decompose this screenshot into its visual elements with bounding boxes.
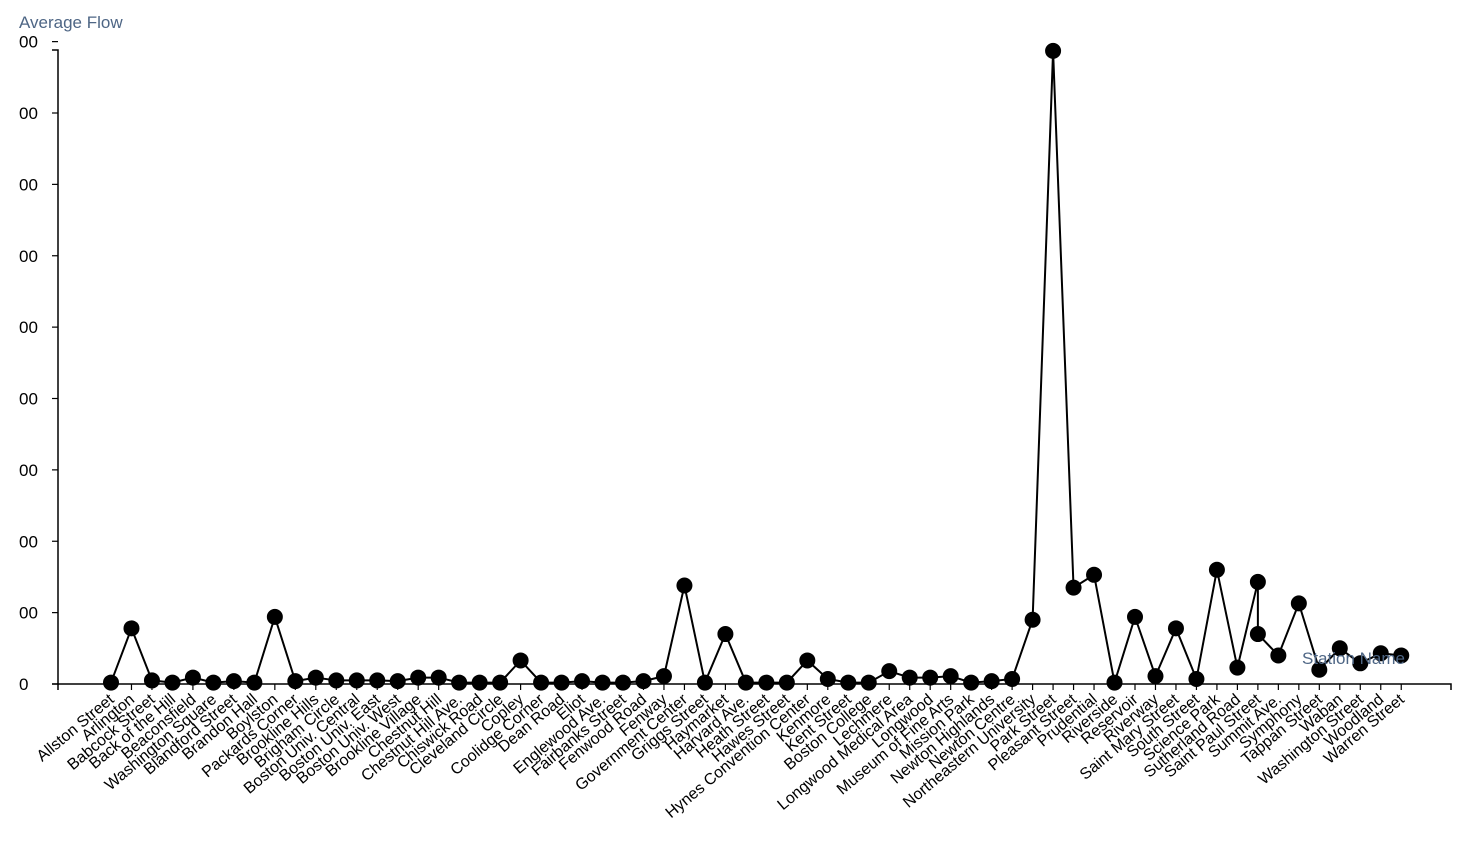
data-point (246, 674, 263, 691)
x-axis-line (57, 683, 1452, 690)
data-point (737, 674, 754, 691)
data-point (860, 674, 877, 691)
y-tick-label: 00 (19, 390, 38, 409)
data-point (696, 674, 713, 691)
data-point (574, 673, 591, 690)
data-point (205, 674, 222, 691)
data-point (1147, 668, 1164, 685)
data-point (1352, 655, 1369, 672)
data-point (840, 674, 857, 691)
data-point (553, 674, 570, 691)
data-point (922, 669, 939, 686)
data-point (103, 674, 119, 691)
data-point (287, 673, 304, 690)
data-point (676, 577, 693, 594)
data-point (1331, 640, 1348, 657)
data-point (1249, 573, 1266, 590)
data-point (164, 674, 181, 691)
data-point (758, 674, 775, 691)
data-point (492, 674, 509, 691)
y-tick-label: 00 (19, 175, 38, 194)
data-point (389, 673, 406, 690)
y-tick-label: 00 (19, 33, 38, 52)
data-point (942, 668, 959, 685)
data-point (1086, 566, 1103, 583)
data-point (799, 652, 816, 669)
data-point (123, 620, 140, 637)
y-tick-label: 00 (19, 604, 38, 623)
y-axis-line (52, 49, 59, 685)
data-point (1208, 561, 1225, 578)
data-point (1106, 674, 1123, 691)
data-point (1065, 579, 1082, 596)
data-point (266, 608, 283, 625)
data-point (369, 672, 386, 689)
data-point (819, 671, 836, 687)
data-point (1167, 620, 1184, 637)
data-point (143, 672, 160, 689)
data-point (778, 674, 795, 691)
x-axis-title: Station Name (1302, 649, 1405, 668)
data-point (328, 672, 345, 689)
data-points (103, 42, 1410, 691)
data-point (471, 674, 488, 691)
data-point (655, 668, 672, 685)
data-point (1290, 595, 1307, 612)
data-point (533, 674, 550, 691)
data-point (1004, 671, 1021, 687)
data-point (1188, 671, 1205, 687)
data-point (1229, 659, 1246, 676)
data-point (1045, 42, 1062, 59)
data-point (881, 663, 898, 680)
data-point (512, 652, 529, 669)
data-point (901, 669, 918, 686)
y-tick-label: 0 (19, 675, 28, 694)
data-point (635, 673, 652, 690)
y-tick-label: 00 (19, 461, 38, 480)
y-tick-label: 00 (19, 247, 38, 266)
data-point (348, 672, 365, 689)
data-point (225, 673, 242, 690)
data-point (1311, 661, 1328, 678)
y-tick-label: 00 (19, 532, 38, 551)
data-point (1249, 626, 1266, 643)
data-point (594, 674, 611, 691)
data-point (615, 674, 631, 691)
data-point (184, 669, 201, 686)
data-point (410, 669, 427, 686)
data-point (1393, 647, 1410, 664)
data-point (430, 669, 447, 686)
data-point (1270, 647, 1287, 664)
series-line (110, 50, 1402, 686)
data-point (1127, 608, 1143, 625)
data-point (1372, 645, 1389, 662)
data-point (451, 674, 468, 691)
data-point (983, 673, 1000, 690)
y-tick-label: 00 (19, 104, 38, 123)
y-axis-title: Average Flow (19, 13, 123, 32)
data-point (963, 674, 980, 691)
y-tick-label: 00 (19, 318, 38, 337)
data-point (717, 626, 734, 643)
data-point (1024, 611, 1041, 628)
data-point (307, 669, 324, 686)
